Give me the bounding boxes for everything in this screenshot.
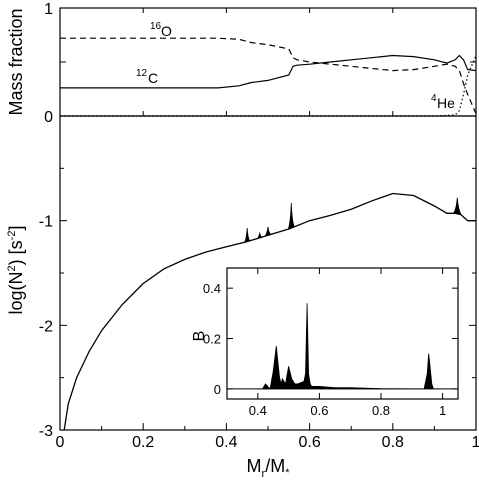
main-spike <box>264 226 272 237</box>
main-y-label-sup2: -2 <box>6 231 18 241</box>
main-y-axis-label: log(N2) [s-2] <box>6 226 26 315</box>
top-panel: 01 Mass fraction 16 O 12 C 4 He <box>6 1 477 126</box>
main-y-label-sup1: 2 <box>6 265 18 271</box>
main-y-ticks: -3 -2 -1 <box>39 167 476 440</box>
series-label-4he-sup: 4 <box>431 93 437 104</box>
main-x-label-sub1: r <box>262 468 266 480</box>
inset-x-tick-label: 1 <box>439 403 446 418</box>
main-y-tick-label: -1 <box>39 214 53 231</box>
main-x-label-part2: /M <box>265 456 285 476</box>
series-line-12c <box>60 54 477 89</box>
main-series-line <box>63 192 476 431</box>
main-x-tick-label: 0 <box>56 434 65 451</box>
main-series <box>63 192 476 431</box>
inset-x-tick-label: 0.8 <box>372 403 390 418</box>
inset-panel: 0 0.2 0.4 0.4 0.6 0.8 1 B <box>191 267 459 418</box>
main-x-tick-label: 0.6 <box>298 434 320 451</box>
main-x-label-part1: M <box>247 456 262 476</box>
series-line-16o <box>60 37 477 115</box>
series-label-16o: 16 O <box>150 21 172 39</box>
main-filled-spikes <box>244 197 462 243</box>
main-spike <box>287 202 295 230</box>
series-line-4he <box>60 55 477 117</box>
main-x-tick-label: 0.4 <box>215 434 237 451</box>
inset-y-tick-label: 0.4 <box>203 281 221 296</box>
inset-x-ticks: 0.4 0.6 0.8 1 <box>249 268 446 418</box>
inset-x-tick-label: 0.6 <box>310 403 328 418</box>
main-panel: -3-2-1 0 0.2 0.4 0.6 0.8 1 log(N2) [s-2] Mr/M… <box>6 115 479 480</box>
main-y-tick-label: -2 <box>39 318 53 335</box>
series-label-12c-sup: 12 <box>136 68 148 79</box>
main-spike <box>244 227 251 243</box>
main-x-tick-label: 0.8 <box>382 434 404 451</box>
main-x-label-sub2: * <box>285 467 290 479</box>
top-series <box>60 37 477 117</box>
main-x-ticks: 0 0.2 0.4 0.6 0.8 1 <box>56 423 479 451</box>
main-y-label-part3: ] <box>6 226 26 231</box>
top-y-tick-label: 1 <box>44 1 53 18</box>
inset-y-axis-label: B <box>191 331 208 342</box>
main-y-label-part1: log(N <box>6 271 26 314</box>
main-spike <box>452 197 462 216</box>
series-label-4he-base: He <box>437 95 455 111</box>
series-label-16o-sup: 16 <box>150 21 162 32</box>
series-label-12c-base: C <box>148 70 158 86</box>
main-y-label-part2: ) [s <box>6 240 26 265</box>
main-x-tick-label: 1 <box>472 434 479 451</box>
series-label-16o-base: O <box>161 23 172 39</box>
top-y-tick-label: 0 <box>44 109 53 126</box>
main-x-tick-label: 0.2 <box>132 434 154 451</box>
inset-y-tick-label: 0.2 <box>203 332 221 347</box>
main-x-axis-label: Mr/M* <box>247 456 291 480</box>
inset-y-tick-label: 0 <box>214 382 221 397</box>
inset-panel-frame <box>226 267 459 400</box>
top-panel-frame <box>59 7 477 117</box>
top-y-axis-label: Mass fraction <box>6 8 26 115</box>
series-label-12c: 12 C <box>136 68 158 86</box>
series-label-4he: 4 He <box>431 93 455 111</box>
inset-area-fill <box>257 303 443 390</box>
top-y-ticks: 01 <box>44 1 476 126</box>
inset-area <box>227 303 458 390</box>
main-y-tick-label: -3 <box>39 423 53 440</box>
inset-y-ticks: 0 0.2 0.4 <box>203 281 458 397</box>
inset-x-tick-label: 0.4 <box>249 403 267 418</box>
